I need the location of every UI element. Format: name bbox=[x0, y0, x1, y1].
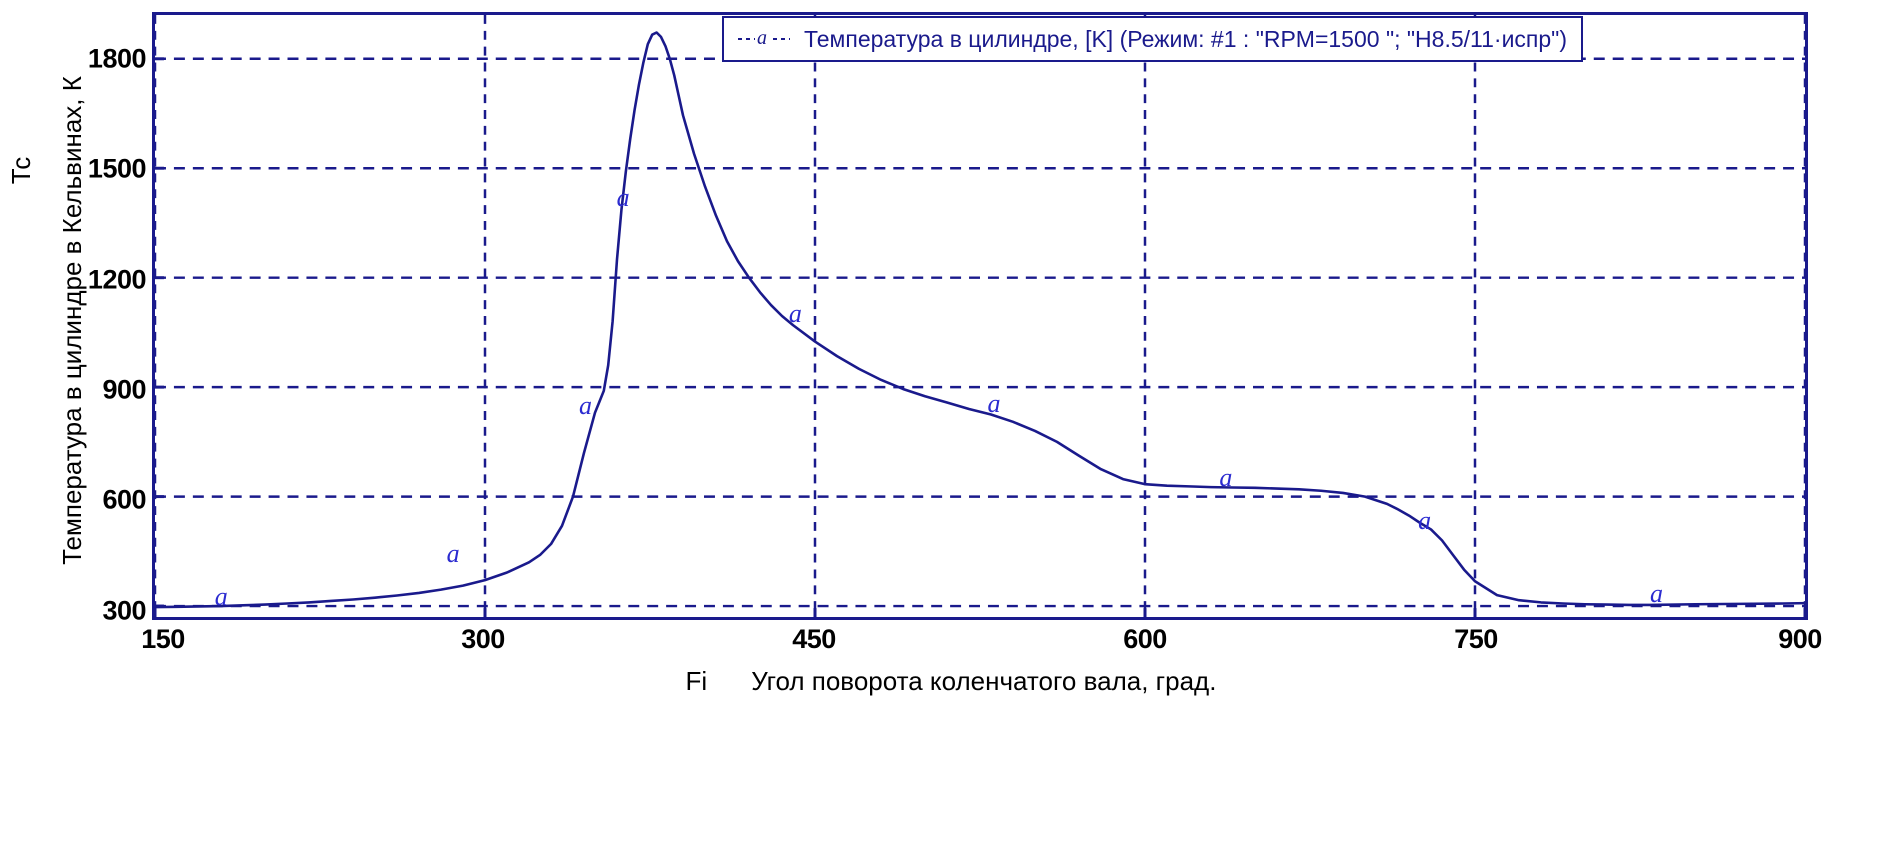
x-tick-label: 300 bbox=[461, 624, 505, 654]
y-axis-title-text: Температура в цилиндре в Кельвинах, К bbox=[56, 75, 87, 565]
series-marker-icon: a bbox=[788, 299, 802, 329]
x-axis-title: Fi Угол поворота коленчатого вала, град. bbox=[0, 666, 1902, 697]
y-tick-label: 1200 bbox=[87, 264, 147, 295]
x-axis-symbol-text: Fi bbox=[685, 666, 708, 696]
legend-label: Температура в цилиндре, [K] (Режим: #1 :… bbox=[804, 25, 1567, 52]
chart-legend[interactable]: a Температура в цилиндре, [K] (Режим: #1… bbox=[722, 16, 1583, 62]
series-marker-icon: a bbox=[579, 391, 593, 421]
plot-area[interactable]: a a a a a a a a a bbox=[152, 12, 1808, 620]
x-tick-label: 900 bbox=[1778, 624, 1822, 654]
series-marker-icon: a bbox=[616, 183, 630, 213]
y-tick-label: 300 bbox=[102, 595, 146, 626]
y-tick-label: 1800 bbox=[87, 43, 147, 74]
y-tick-label: 1500 bbox=[87, 153, 147, 184]
x-axis-title-text: Угол поворота коленчатого вала, град. bbox=[751, 666, 1217, 696]
x-tick-label: 750 bbox=[1454, 624, 1498, 654]
y-axis-symbol: Тс bbox=[0, 0, 48, 640]
series-marker-icon: a bbox=[1418, 505, 1432, 535]
x-tick-label: 450 bbox=[792, 624, 836, 654]
series-marker-icon: a bbox=[1649, 579, 1663, 609]
series-marker-icon: a bbox=[214, 581, 228, 611]
y-axis-title: Температура в цилиндре в Кельвинах, К bbox=[46, 0, 98, 640]
series-marker-icon: a bbox=[446, 538, 460, 568]
y-axis-symbol-text: Тс bbox=[6, 156, 37, 184]
y-tick-label: 600 bbox=[102, 484, 146, 515]
x-tick-label: 150 bbox=[141, 624, 185, 654]
data-series bbox=[155, 31, 1805, 609]
legend-line-sample-icon: a bbox=[738, 27, 790, 49]
series-marker-icon: a bbox=[1219, 463, 1233, 493]
x-tick-label: 600 bbox=[1123, 624, 1167, 654]
marker-layer: a a a a a a a a a bbox=[155, 15, 1805, 617]
legend-marker-icon: a bbox=[757, 27, 767, 49]
series-marker-icon: a bbox=[987, 389, 1001, 419]
y-tick-label: 900 bbox=[102, 374, 146, 405]
